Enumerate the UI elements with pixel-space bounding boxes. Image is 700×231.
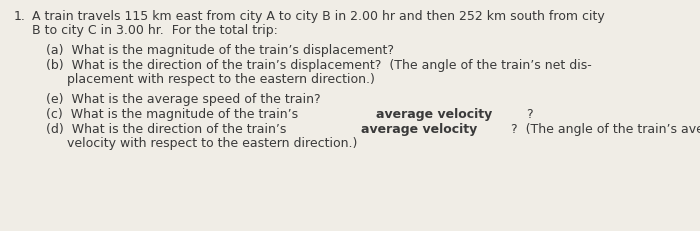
- Text: (b)  What is the direction of the train’s displacement?  (The angle of the train: (b) What is the direction of the train’s…: [46, 59, 592, 72]
- Text: ?  (The angle of the train’s average: ? (The angle of the train’s average: [511, 123, 700, 136]
- Text: (d)  What is the direction of the train’s: (d) What is the direction of the train’s: [46, 123, 290, 136]
- Text: average velocity: average velocity: [377, 108, 493, 121]
- Text: B to city C in 3.00 hr.  For the total trip:: B to city C in 3.00 hr. For the total tr…: [32, 24, 278, 37]
- Text: (e)  What is the average speed of the train?: (e) What is the average speed of the tra…: [46, 93, 321, 106]
- Text: average velocity: average velocity: [361, 123, 477, 136]
- Text: velocity with respect to the eastern direction.): velocity with respect to the eastern dir…: [67, 137, 358, 150]
- Text: placement with respect to the eastern direction.): placement with respect to the eastern di…: [67, 73, 375, 86]
- Text: (a)  What is the magnitude of the train’s displacement?: (a) What is the magnitude of the train’s…: [46, 44, 394, 57]
- Text: 1.: 1.: [14, 10, 26, 23]
- Text: ?: ?: [526, 108, 533, 121]
- Text: (c)  What is the magnitude of the train’s: (c) What is the magnitude of the train’s: [46, 108, 302, 121]
- Text: A train travels 115 km east from city A to city B in 2.00 hr and then 252 km sou: A train travels 115 km east from city A …: [32, 10, 605, 23]
